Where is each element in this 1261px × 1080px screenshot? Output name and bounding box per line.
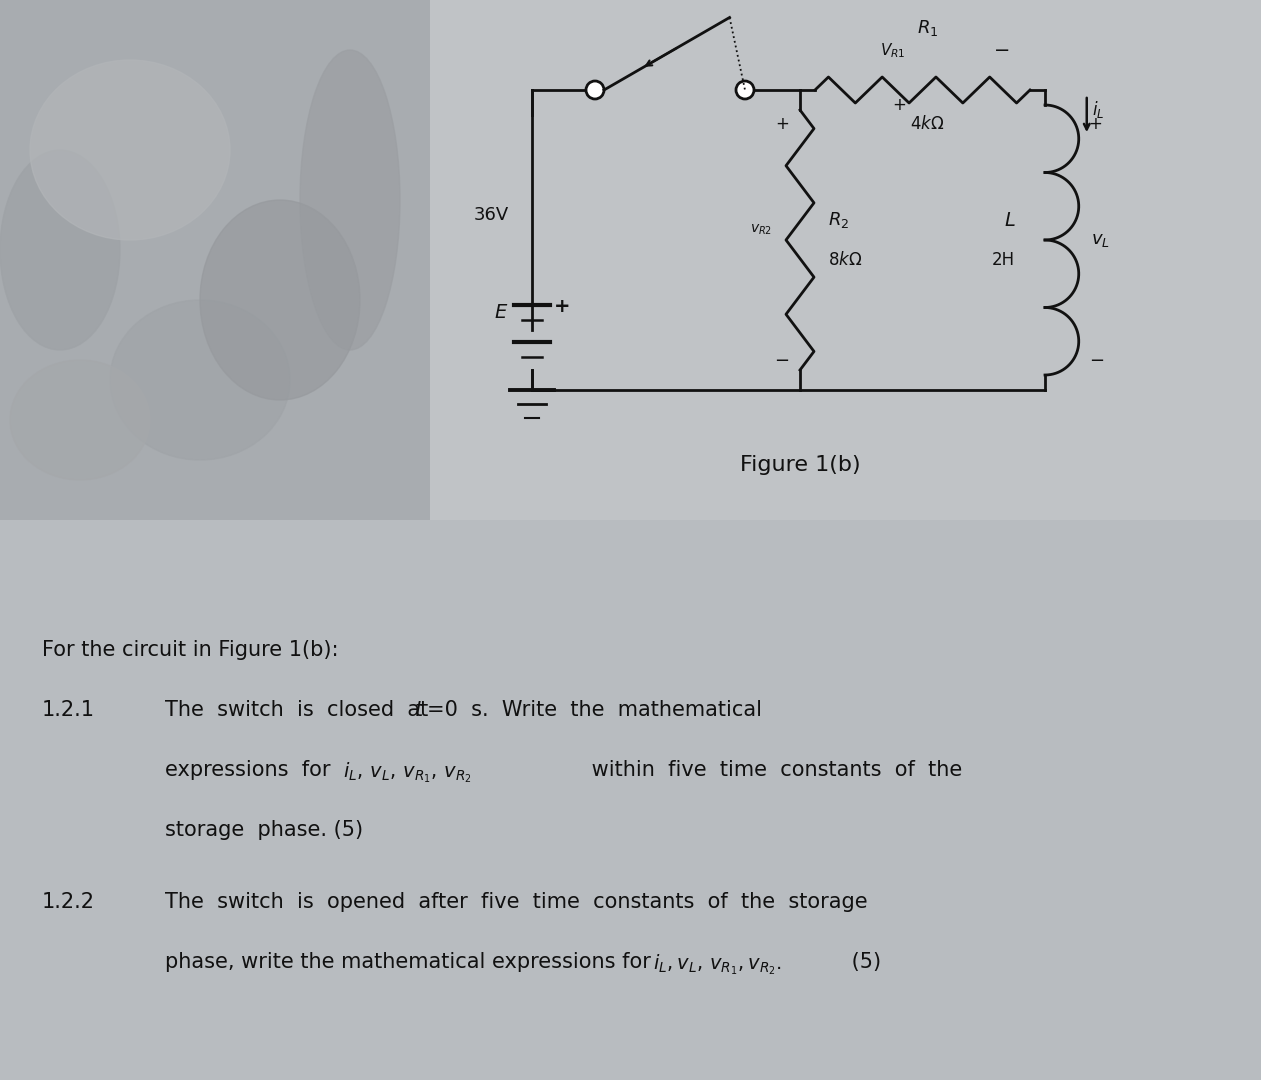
- Text: $v_{R2}$: $v_{R2}$: [750, 222, 772, 238]
- Text: −: −: [1088, 352, 1103, 370]
- Text: $V_{R1}$: $V_{R1}$: [880, 41, 905, 60]
- Text: $R_1$: $R_1$: [917, 18, 938, 38]
- Ellipse shape: [10, 360, 150, 480]
- Ellipse shape: [0, 150, 120, 350]
- Ellipse shape: [30, 60, 230, 240]
- Text: $i_L, \, v_L, \, v_{R_1}, \, v_{R_2}$: $i_L, \, v_L, \, v_{R_1}, \, v_{R_2}$: [343, 760, 472, 784]
- Text: For the circuit in Figure 1(b):: For the circuit in Figure 1(b):: [42, 640, 338, 660]
- Text: +: +: [1088, 114, 1102, 133]
- Text: Figure 1(b): Figure 1(b): [740, 455, 860, 475]
- Text: within  five  time  constants  of  the: within five time constants of the: [585, 760, 962, 780]
- FancyBboxPatch shape: [430, 0, 1261, 519]
- Text: phase, write the mathematical expressions for: phase, write the mathematical expression…: [165, 951, 657, 972]
- Text: $R_2$: $R_2$: [828, 210, 849, 230]
- Text: 1.2.2: 1.2.2: [42, 892, 95, 912]
- Text: 1.2.1: 1.2.1: [42, 700, 95, 720]
- Text: −: −: [774, 352, 789, 370]
- Text: storage  phase. (5): storage phase. (5): [165, 820, 363, 840]
- Text: +: +: [776, 114, 789, 133]
- Text: The  switch  is  opened  after  five  time  constants  of  the  storage: The switch is opened after five time con…: [165, 892, 868, 912]
- Text: E: E: [494, 303, 507, 323]
- Text: L: L: [1004, 211, 1015, 230]
- Text: t: t: [415, 700, 424, 720]
- Text: $4k\Omega$: $4k\Omega$: [910, 114, 944, 133]
- Text: expressions  for: expressions for: [165, 760, 344, 780]
- Ellipse shape: [110, 300, 290, 460]
- FancyBboxPatch shape: [0, 0, 430, 519]
- Ellipse shape: [200, 200, 359, 400]
- FancyBboxPatch shape: [0, 519, 1261, 1080]
- Text: +: +: [893, 96, 907, 114]
- Circle shape: [736, 81, 754, 99]
- Text: 2H: 2H: [992, 251, 1015, 269]
- Circle shape: [586, 81, 604, 99]
- Text: The  switch  is  closed  at: The switch is closed at: [165, 700, 441, 720]
- Text: $v_L$: $v_L$: [1091, 231, 1110, 249]
- Text: 36V: 36V: [474, 206, 509, 224]
- Text: −: −: [995, 41, 1010, 60]
- Text: $i_L, v_L, \, v_{R_1}, v_{R_2}.$: $i_L, v_L, \, v_{R_1}, v_{R_2}.$: [653, 951, 782, 976]
- Text: $8k\Omega$: $8k\Omega$: [828, 251, 863, 269]
- Text: (5): (5): [845, 951, 881, 972]
- Text: +: +: [554, 297, 570, 316]
- Text: =0  s.  Write  the  mathematical: =0 s. Write the mathematical: [427, 700, 762, 720]
- Text: $i_L$: $i_L$: [1092, 99, 1105, 121]
- Ellipse shape: [300, 50, 400, 350]
